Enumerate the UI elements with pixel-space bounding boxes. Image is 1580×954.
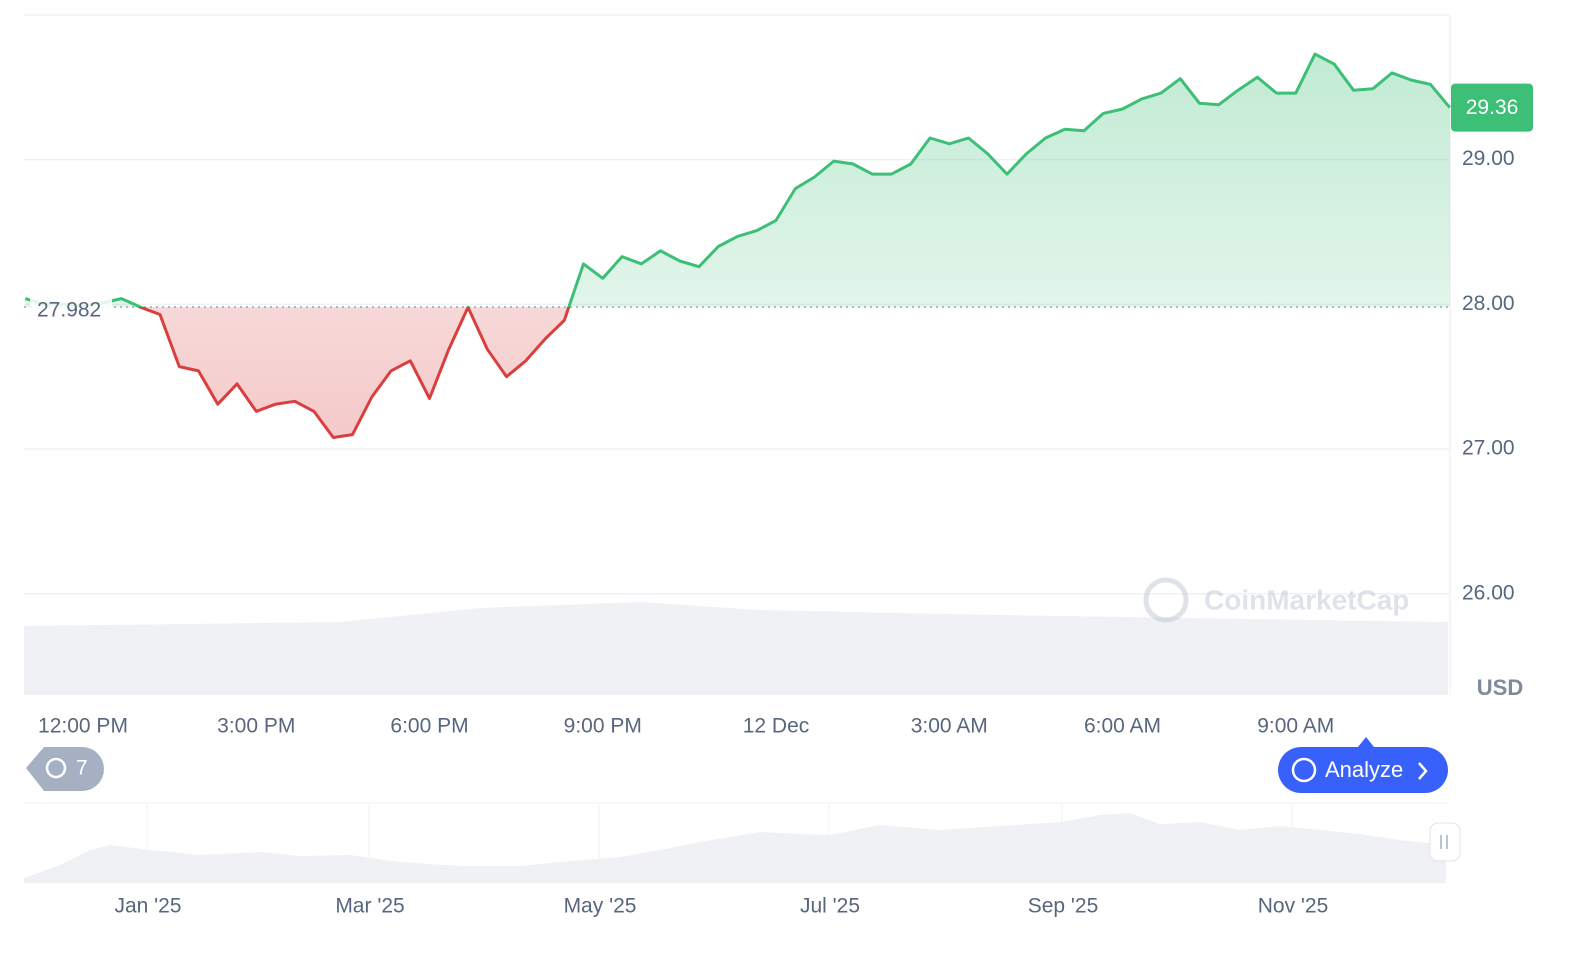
navigator-handle[interactable] (1429, 822, 1461, 862)
y-tick-label: 29.00 (1462, 147, 1515, 170)
volume-backdrop (24, 602, 1448, 695)
y-tick-label: 27.00 (1462, 437, 1515, 460)
y-tick-label: 26.00 (1462, 581, 1515, 604)
x-tick-label: 6:00 AM (1084, 715, 1161, 738)
area-down (25, 306, 1450, 438)
navigator-label: Jan '25 (114, 895, 181, 918)
history-icon (45, 757, 67, 779)
x-tick-label: 3:00 PM (217, 715, 295, 738)
x-tick-label: 3:00 AM (911, 715, 988, 738)
navigator: Jan '25 Mar '25 May '25 Jul '25 Sep '25 Nov '… (114, 803, 1328, 918)
watermark-logo (1143, 577, 1189, 623)
analyze-button[interactable] (1278, 747, 1448, 793)
x-tick-label: 9:00 AM (1257, 715, 1334, 738)
watermark: CoinMarketCap (1143, 577, 1409, 623)
button-pointer (1358, 737, 1374, 747)
history-count: 7 (76, 757, 88, 780)
last-price-tag (1451, 83, 1533, 132)
currency-label: USD (1477, 675, 1523, 700)
x-tick-label: 12 Dec (743, 715, 810, 738)
y-tick-label: 28.00 (1462, 292, 1515, 315)
analyze-label: Analyze (1325, 757, 1403, 782)
baseline-label-bg (30, 292, 112, 319)
x-tick-label: 9:00 PM (564, 715, 642, 738)
baseline-label: 27.982 (37, 299, 101, 322)
navigator-label: Nov '25 (1258, 895, 1329, 918)
x-tick-label: 6:00 PM (390, 715, 468, 738)
watermark-text: CoinMarketCap (1204, 584, 1409, 615)
navigator-label: Jul '25 (800, 895, 860, 918)
navigator-label: Sep '25 (1028, 895, 1099, 918)
area-up (25, 54, 1450, 307)
navigator-label: Mar '25 (335, 895, 404, 918)
price-line-down (78, 306, 571, 439)
analyze-icon (1291, 757, 1317, 783)
x-tick-label: 12:00 PM (38, 715, 128, 738)
navigator-label: May '25 (564, 895, 637, 918)
price-line-up (24, 52, 1451, 307)
last-price-label: 29.36 (1466, 96, 1519, 119)
analyze-chevron (1418, 762, 1428, 780)
navigator-area (24, 813, 1446, 883)
plot: 26.00 27.00 28.00 29.00 12:00 PM 3:00 PM 6:00 … (24, 52, 1533, 738)
